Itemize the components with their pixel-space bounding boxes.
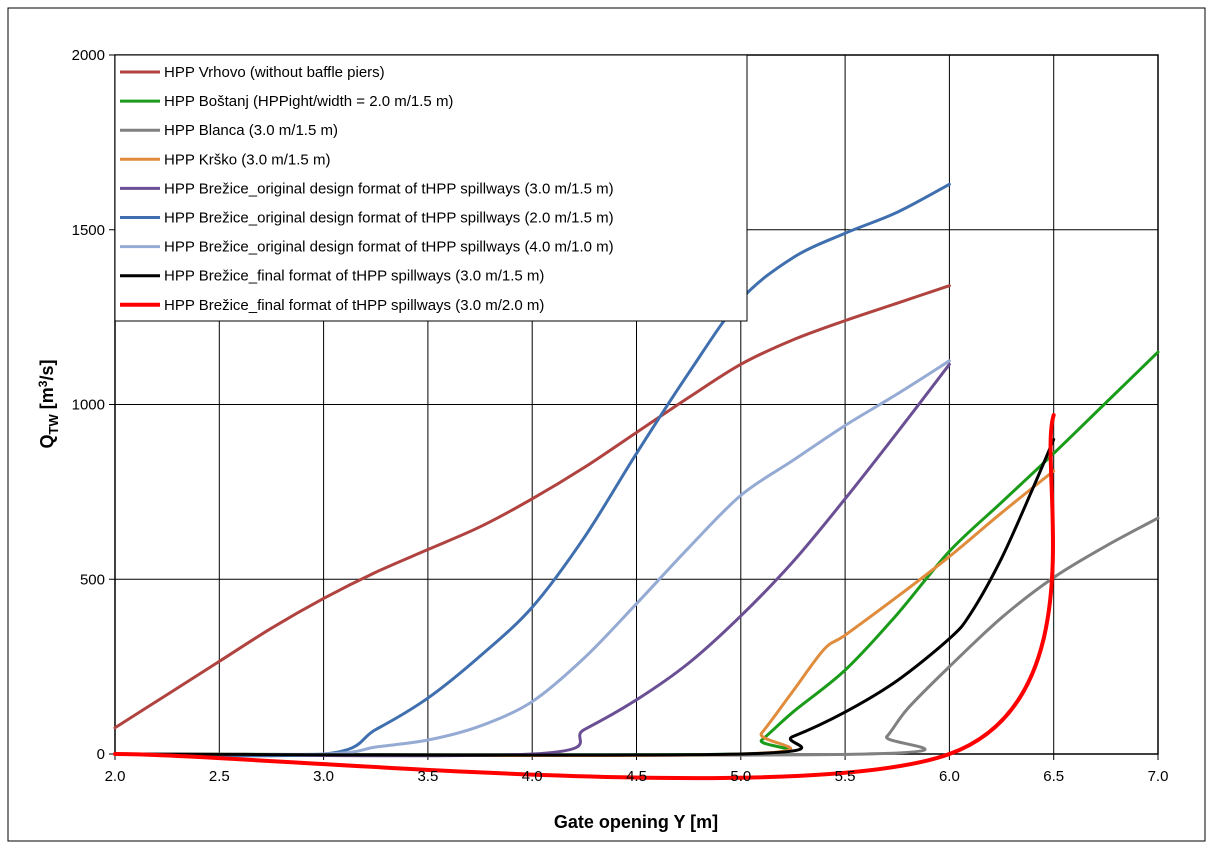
legend-label: HPP Brežice_original design format of tH… (164, 180, 614, 197)
legend-label: HPP Brežice_original design format of tH… (164, 210, 614, 227)
legend-label: HPP Krško (3.0 m/1.5 m) (164, 151, 330, 168)
series-line-6 (113, 182, 951, 758)
x-tick-label: 2.0 (105, 768, 126, 785)
legend-label: HPP Vrhovo (without baffle piers) (164, 64, 385, 81)
legend-label: HPP Brežice_final format of tHPP spillwa… (164, 297, 544, 314)
legend-label: HPP Brežice_original design format of tH… (164, 239, 614, 256)
y-axis-title-subscript: TW (46, 414, 61, 435)
series-line-8 (113, 437, 1056, 757)
x-tick-label: 5.0 (730, 768, 751, 785)
x-tick-label: 2.5 (209, 768, 230, 785)
y-tick-label: 500 (80, 571, 105, 588)
x-tick-label: 3.0 (313, 768, 334, 785)
x-tick-label: 4.5 (626, 768, 647, 785)
y-tick-labels: 0 500 1000 1500 2000 (72, 47, 105, 763)
x-tick-label: 3.5 (417, 768, 438, 785)
series-line-7 (113, 359, 951, 756)
legend-box (114, 54, 748, 322)
y-axis-title-unit-end: /s] (37, 360, 57, 381)
x-tick-label: 4.0 (522, 768, 543, 785)
x-tick-label: 5.5 (835, 768, 856, 785)
series-line-1 (113, 284, 951, 730)
x-axis-title: Gate opening Y [m] (554, 812, 718, 832)
x-tick-label: 6.0 (939, 768, 960, 785)
legend: HPP Vrhovo (without baffle piers) HPP Boš… (114, 54, 748, 322)
legend-label: HPP Brežice_final format of tHPP spillwa… (164, 268, 544, 285)
legend-label: HPP Boštanj (HPPight/width = 2.0 m/1.5 m… (164, 93, 453, 110)
y-tick-label: 0 (97, 746, 105, 763)
legend-label: HPP Blanca (3.0 m/1.5 m) (164, 122, 338, 139)
y-tick-label: 1000 (72, 397, 105, 414)
y-tick-label: 2000 (72, 47, 105, 64)
y-axis-title-superscript: 3 (36, 380, 50, 387)
y-axis-title-unit: [m (37, 387, 57, 414)
series-layer (113, 182, 1160, 781)
series-line-9 (113, 412, 1056, 781)
x-tick-label: 7.0 (1148, 768, 1169, 785)
y-axis-title: QTW [m3/s] (36, 360, 61, 449)
y-axis-title-symbol: Q (37, 434, 57, 448)
y-tick-label: 1500 (72, 222, 105, 239)
x-tick-labels: 2.0 2.5 3.0 3.5 4.0 4.5 5.0 5.5 6.0 6.5 7.0 (105, 768, 1169, 785)
x-tick-label: 6.5 (1043, 768, 1064, 785)
